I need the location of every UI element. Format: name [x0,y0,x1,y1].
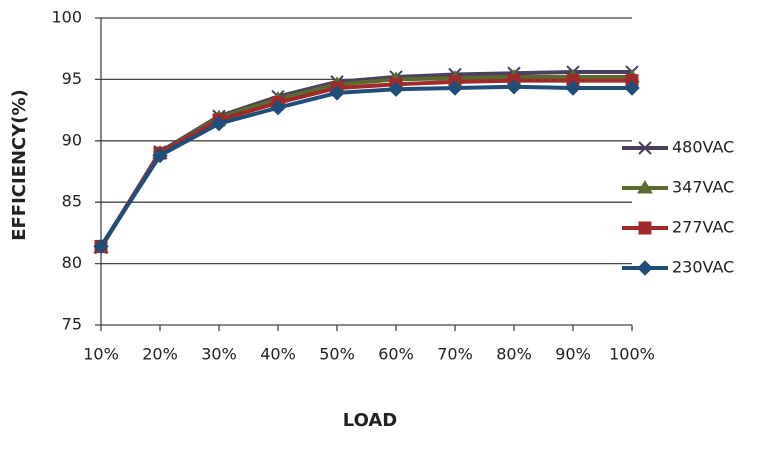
marker [152,147,168,164]
legend-marker [637,180,653,194]
x-tick-label: 100% [609,345,655,364]
x-tick-label: 30% [201,345,237,364]
y-tick-label: 85 [62,192,82,211]
legend-marker [638,141,652,155]
series-line [99,70,632,249]
legend-marker [638,221,652,235]
marker [93,238,109,255]
series-line [99,78,632,248]
x-tick-label: 10% [83,345,119,364]
x-tick-label: 40% [260,345,296,364]
series-line [99,84,632,248]
marker [211,115,227,132]
series-line [99,74,632,249]
legend-marker [637,260,653,276]
marker [565,80,581,96]
y-tick-label: 75 [62,315,82,334]
marker [624,80,640,96]
marker [447,80,463,96]
y-axis-title: EFFICIENCY(%) [9,89,30,241]
x-tick-label: 90% [555,345,591,364]
y-tick-label: 80 [62,253,82,272]
marker [329,85,345,101]
legend-label: 277VAC [672,218,734,237]
y-tick-label: 90 [62,130,82,149]
marker [388,81,404,97]
x-tick-label: 80% [496,345,532,364]
legend-label: 230VAC [672,258,734,277]
x-axis-title: LOAD [343,410,398,431]
marker [270,99,286,116]
y-tick-label: 100 [51,8,82,27]
legend-label: 347VAC [672,178,734,197]
x-tick-label: 70% [437,345,473,364]
x-tick-label: 20% [142,345,178,364]
x-tick-label: 50% [319,345,355,364]
legend-label: 480VAC [672,138,734,157]
y-tick-label: 95 [62,69,82,88]
x-tick-label: 60% [378,345,414,364]
marker [506,79,522,95]
